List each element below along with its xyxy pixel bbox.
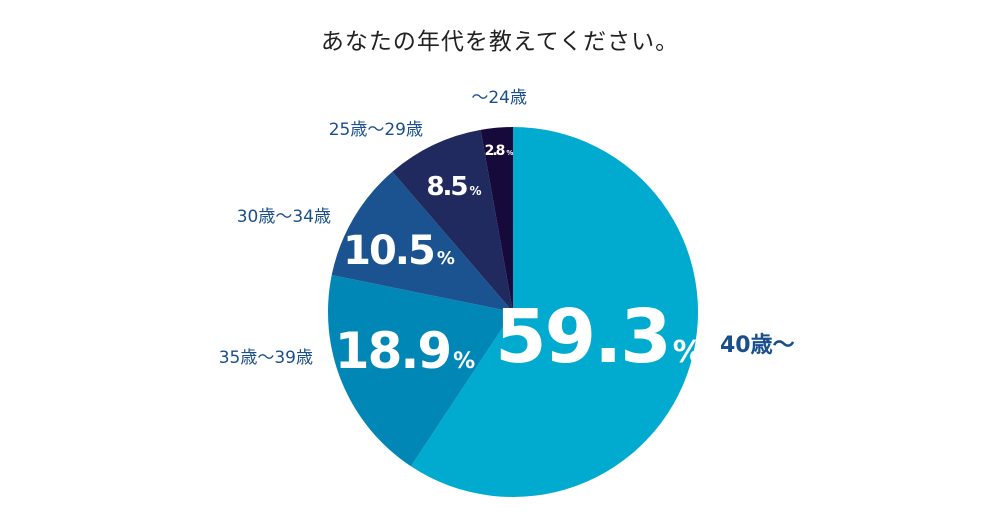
pie-slice — [410, 127, 699, 497]
slice-category-label: ～24歳 — [471, 88, 527, 108]
slice-value-label: 59.3% — [495, 294, 703, 380]
pie-slice — [480, 127, 513, 312]
pie-slice — [392, 129, 513, 312]
slice-category-label: 30歳～34歳 — [237, 207, 331, 227]
chart-title: あなたの年代を教えてください。 — [320, 29, 680, 55]
pie-slice — [331, 171, 513, 312]
slice-category-label: 25歳～29歳 — [329, 120, 423, 140]
slice-category-label: 35歳～39歳 — [219, 348, 313, 368]
slices-layer — [327, 127, 699, 497]
slice-value-label: 2.8% — [485, 143, 514, 159]
slice-value-label: 18.9% — [335, 322, 475, 380]
slice-category-label: 40歳～ — [720, 333, 795, 358]
slice-value-label: 10.5% — [343, 228, 455, 274]
pie-slice — [327, 275, 513, 467]
